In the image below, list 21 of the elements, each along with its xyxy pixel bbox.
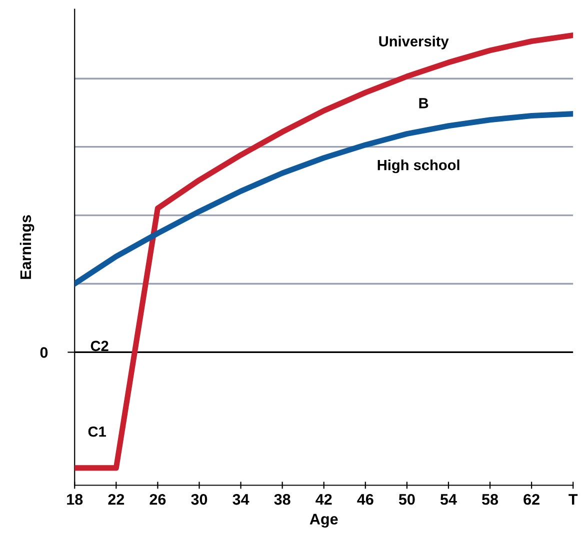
x-tick-label: 22	[108, 494, 124, 505]
ref-line-label: 0	[40, 347, 48, 358]
x-tick-label: 50	[398, 494, 415, 505]
x-tick-label: 62	[524, 494, 540, 505]
x-tick-label: 18	[67, 494, 83, 505]
x-tick-label: 26	[150, 494, 166, 505]
x-tick-label: 46	[357, 494, 374, 505]
y-axis-title: Earnings	[20, 215, 34, 279]
annotation: High school	[378, 160, 460, 174]
x-tick-label: 38	[274, 494, 290, 505]
annotation: C2	[90, 340, 108, 352]
x-tick-label: 42	[316, 494, 332, 505]
annotation: B	[419, 98, 428, 108]
x-tick-label: 54	[440, 494, 457, 505]
x-tick-label: 58	[482, 494, 498, 505]
x-axis-title: Age	[310, 514, 338, 528]
x-tick-label: 30	[191, 494, 208, 505]
annotation: C1	[88, 426, 106, 437]
x-tick-label: T	[568, 494, 578, 505]
annotation: University	[379, 36, 449, 50]
x-tick-label: 34	[232, 494, 250, 505]
